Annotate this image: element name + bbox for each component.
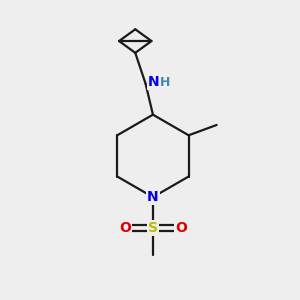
Text: N: N bbox=[147, 190, 159, 204]
Text: H: H bbox=[160, 76, 170, 89]
Text: S: S bbox=[148, 221, 158, 235]
Text: N: N bbox=[148, 75, 160, 89]
Text: O: O bbox=[119, 221, 131, 235]
Text: O: O bbox=[175, 221, 187, 235]
